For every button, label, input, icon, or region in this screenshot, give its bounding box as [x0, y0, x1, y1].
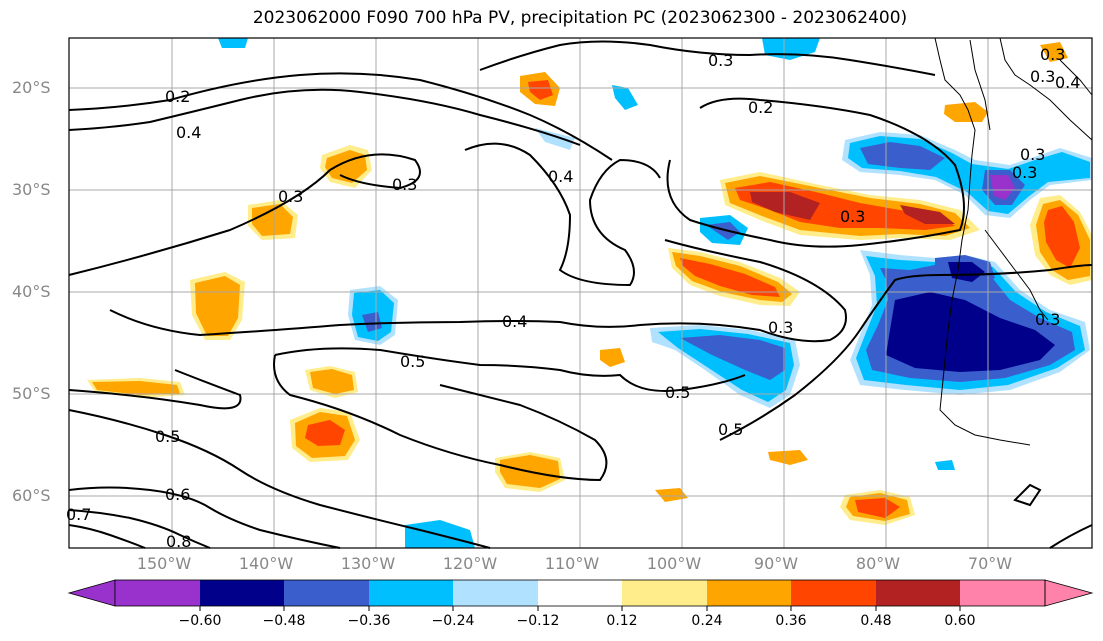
colorbar-tick-label: −0.12 — [516, 613, 560, 629]
colorbar-tick-label: −0.60 — [178, 613, 222, 629]
contour-label: 0.3 — [392, 175, 417, 194]
grid-lines — [69, 38, 1092, 548]
lat-label: 30°S — [12, 180, 51, 199]
precip-positive — [87, 42, 1092, 525]
contour-label: 0.5 — [718, 420, 743, 439]
contour-label: 0.3 — [708, 51, 733, 70]
colorbar-bin — [200, 580, 284, 606]
contour-label: 0.4 — [1055, 73, 1080, 92]
lat-label: 40°S — [12, 282, 51, 301]
lon-label: 100°W — [646, 554, 702, 573]
precip-negative — [218, 38, 1092, 548]
contour-label: 0.7 — [66, 505, 91, 524]
colorbar-tick-label: 0.24 — [691, 613, 723, 629]
contour-label: 0.5 — [400, 352, 425, 371]
colorbar-tick-label: 0.60 — [944, 613, 976, 629]
contour-label: 0.3 — [1012, 163, 1037, 182]
lon-label: 130°W — [340, 554, 396, 573]
coastline — [934, 37, 1093, 446]
contour-label: 0.3 — [278, 187, 303, 206]
colorbar-extend-low — [67, 579, 116, 607]
colorbar-bin — [960, 580, 1045, 606]
lon-label: 70°W — [967, 554, 1013, 573]
contour-label: 0.3 — [768, 318, 793, 337]
colorbar-bin — [284, 580, 369, 606]
lon-label: 150°W — [136, 554, 192, 573]
contour-label: 0.3 — [1020, 145, 1045, 164]
map-title: 2023062000 F090 700 hPa PV, precipitatio… — [252, 8, 908, 28]
contour-label: 0.3 — [1030, 67, 1055, 86]
map-frame — [68, 37, 1093, 549]
contour-label: 0.5 — [155, 427, 180, 446]
lat-label: 20°S — [12, 78, 51, 97]
lat-label: 60°S — [12, 486, 51, 505]
colorbar-tick-label: −0.36 — [347, 613, 391, 629]
colorbar-tick-label: 0.36 — [775, 613, 807, 629]
colorbar-tick-label: −0.48 — [262, 613, 306, 629]
lon-label: 90°W — [753, 554, 799, 573]
colorbar-bin — [453, 580, 538, 606]
colorbar-bin — [791, 580, 876, 606]
colorbar-extend-high — [1044, 579, 1094, 607]
lon-label: 80°W — [855, 554, 901, 573]
lon-label: 140°W — [238, 554, 294, 573]
colorbar — [67, 579, 1094, 611]
colorbar-bin — [707, 580, 791, 606]
contour-label: 0.8 — [166, 532, 191, 551]
colorbar-bin — [622, 580, 707, 606]
contour-label: 0.4 — [502, 312, 527, 331]
lat-label: 50°S — [12, 384, 51, 403]
contour-label: 0.6 — [165, 485, 190, 504]
colorbar-tick-label: 0.48 — [860, 613, 892, 629]
colorbar-bin — [369, 580, 453, 606]
contour-label: 0.3 — [1035, 310, 1060, 329]
contour-label: 0.2 — [165, 87, 190, 106]
colorbar-bin — [115, 580, 200, 606]
colorbar-tick-label: −0.24 — [431, 613, 475, 629]
colorbar-bin — [538, 580, 622, 606]
lon-label: 120°W — [442, 554, 498, 573]
pv-contours — [68, 40, 1093, 549]
contour-label: 0.4 — [176, 123, 201, 142]
contour-label: 0.5 — [665, 383, 690, 402]
contour-label: 0.3 — [840, 207, 865, 226]
lon-label: 110°W — [544, 554, 600, 573]
colorbar-bin — [876, 580, 960, 606]
contour-label-group: 0.3 0.2 0.4 0.3 0.3 0.4 0.2 0.3 0.3 0.4 … — [66, 45, 1080, 551]
colorbar-tick-label: 0.12 — [606, 613, 638, 629]
contour-label: 0.3 — [1040, 45, 1065, 64]
contour-label: 0.4 — [548, 167, 573, 186]
contour-label: 0.2 — [748, 98, 773, 117]
